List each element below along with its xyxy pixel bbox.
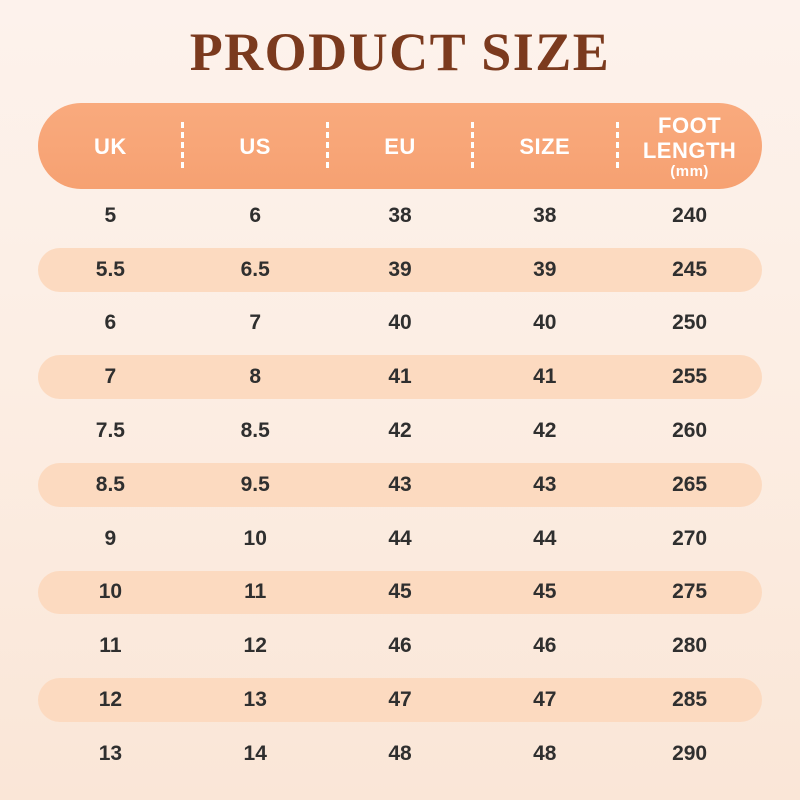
size-row: 7.5 8.5 42 42 260 xyxy=(38,404,762,458)
size-cell: 13 xyxy=(243,688,267,712)
size-cell: 6 xyxy=(249,203,262,227)
size-row: 5 6 38 38 240 xyxy=(38,189,762,243)
size-row: 9 10 44 44 270 xyxy=(38,512,762,566)
size-row: 8.5 9.5 43 43 265 xyxy=(38,458,762,512)
size-cell: 245 xyxy=(672,257,708,281)
size-cell: 42 xyxy=(533,419,557,443)
size-cell: 280 xyxy=(672,634,708,658)
size-cell: 9.5 xyxy=(240,472,270,496)
size-cell: 46 xyxy=(533,634,557,658)
size-cell: 38 xyxy=(533,203,557,227)
size-cell: 45 xyxy=(533,580,557,604)
size-cell: 7 xyxy=(104,365,117,389)
column-header-uk: UK xyxy=(38,134,183,159)
size-cell: 46 xyxy=(388,634,412,658)
size-cell: 290 xyxy=(672,741,708,765)
size-cell: 42 xyxy=(388,419,412,443)
size-cell: 240 xyxy=(672,203,708,227)
size-cell: 12 xyxy=(98,688,123,712)
size-cell: 9 xyxy=(104,526,117,550)
column-header-label: US xyxy=(239,133,271,159)
size-cell: 45 xyxy=(388,580,412,604)
size-cell: 10 xyxy=(243,526,267,550)
size-cell: 7.5 xyxy=(95,419,125,443)
size-cell: 6 xyxy=(104,311,117,335)
size-cell: 250 xyxy=(672,311,708,335)
column-header-unit-label: (mm) xyxy=(670,162,709,180)
column-header-label: FOOT LENGTH xyxy=(642,112,737,163)
size-row: 13 14 48 48 290 xyxy=(38,727,762,781)
table-header-row: UK US EU SIZE FOOT LENGTH (mm) xyxy=(38,103,762,189)
size-cell: 48 xyxy=(388,741,412,765)
size-row: 6 7 40 40 250 xyxy=(38,297,762,351)
size-cell: 39 xyxy=(533,257,557,281)
size-row: 7 8 41 41 255 xyxy=(38,350,762,404)
size-cell: 47 xyxy=(533,688,557,712)
column-divider xyxy=(470,122,474,168)
size-cell: 12 xyxy=(243,634,267,658)
size-cell: 285 xyxy=(672,688,708,712)
size-cell: 6.5 xyxy=(240,257,270,281)
size-cell: 44 xyxy=(388,526,412,550)
size-cell: 255 xyxy=(672,365,708,389)
column-divider xyxy=(326,122,330,168)
size-cell: 8.5 xyxy=(95,472,125,496)
size-cell: 48 xyxy=(533,741,557,765)
column-header-us: US xyxy=(183,134,328,159)
size-cell: 39 xyxy=(388,257,412,281)
size-cell: 41 xyxy=(388,365,412,389)
size-cell: 38 xyxy=(388,203,412,227)
size-row: 10 11 45 45 275 xyxy=(38,566,762,620)
size-row: 12 13 47 47 285 xyxy=(38,673,762,727)
size-cell: 5 xyxy=(104,203,117,227)
size-cell: 8 xyxy=(249,365,262,389)
size-cell: 40 xyxy=(533,311,557,335)
column-divider xyxy=(615,122,619,168)
size-cell: 40 xyxy=(388,311,412,335)
size-cell: 7 xyxy=(249,311,262,335)
column-header-label: UK xyxy=(94,133,127,159)
page-title: PRODUCT SIZE xyxy=(189,22,611,82)
size-cell: 43 xyxy=(533,472,557,496)
table-body: 5 6 38 38 240 5.5 6.5 39 39 245 6 7 40 4… xyxy=(38,189,762,781)
size-cell: 13 xyxy=(98,741,123,765)
size-cell: 260 xyxy=(672,419,708,443)
size-row: 11 12 46 46 280 xyxy=(38,619,762,673)
column-header-label: EU xyxy=(384,133,416,159)
size-cell: 11 xyxy=(99,634,122,658)
size-cell: 43 xyxy=(388,472,412,496)
size-table: UK US EU SIZE FOOT LENGTH (mm) 5 6 38 38… xyxy=(38,103,762,781)
column-header-foot-length: FOOT LENGTH (mm) xyxy=(617,113,762,180)
size-cell: 8.5 xyxy=(240,419,270,443)
column-divider xyxy=(181,122,185,168)
column-header-size: SIZE xyxy=(472,134,617,159)
size-cell: 47 xyxy=(388,688,412,712)
column-header-eu: EU xyxy=(328,134,473,159)
size-cell: 275 xyxy=(672,580,708,604)
size-cell: 11 xyxy=(244,580,267,604)
size-cell: 44 xyxy=(533,526,557,550)
size-cell: 270 xyxy=(672,526,708,550)
column-header-label: SIZE xyxy=(519,133,571,159)
size-cell: 41 xyxy=(533,365,557,389)
size-cell: 10 xyxy=(98,580,123,604)
size-cell: 14 xyxy=(243,741,267,765)
size-row: 5.5 6.5 39 39 245 xyxy=(38,243,762,297)
size-cell: 265 xyxy=(672,472,708,496)
size-cell: 5.5 xyxy=(95,257,125,281)
